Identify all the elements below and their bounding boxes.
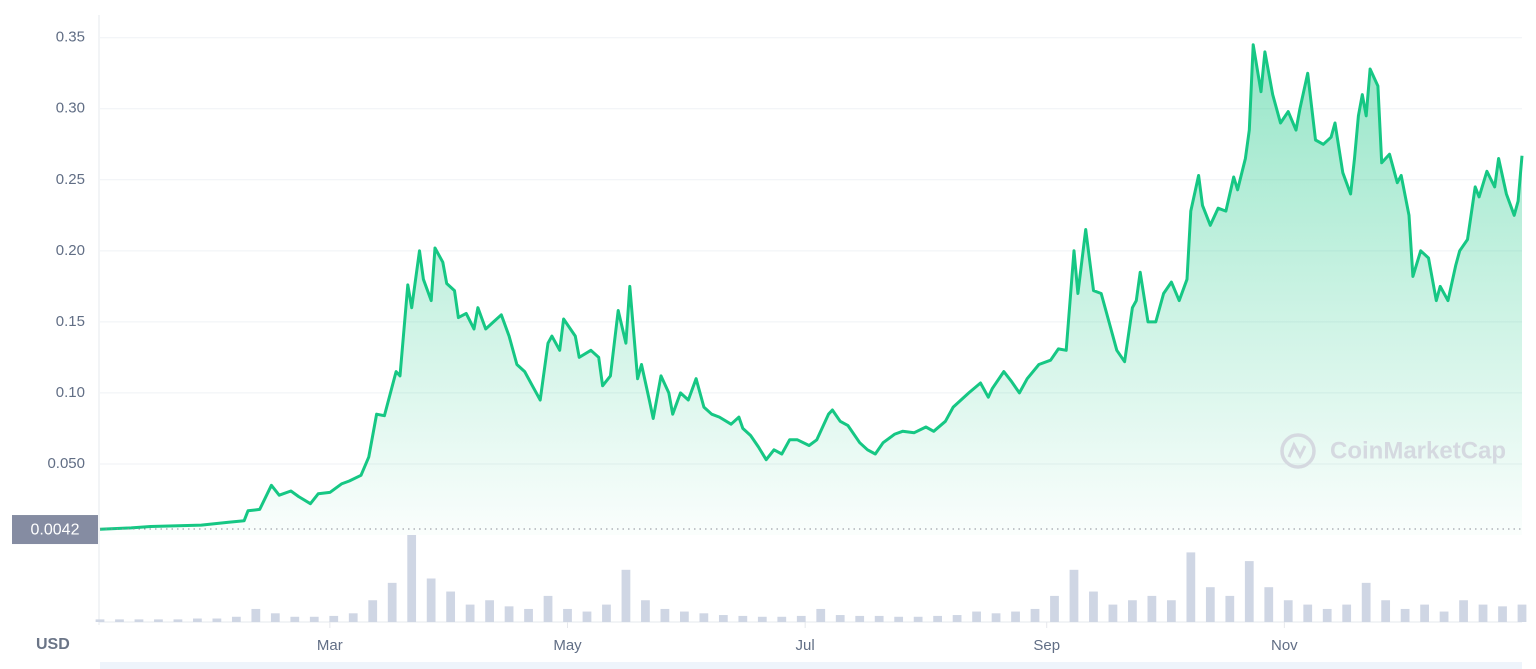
start-price-box: [12, 515, 98, 545]
volume-bar: [270, 613, 280, 622]
volume-bar: [641, 600, 650, 622]
volume-bar: [816, 608, 826, 622]
start-price-label: 0.0042: [31, 521, 80, 538]
volume-bar: [621, 569, 631, 622]
volume-bar: [504, 606, 514, 622]
volume-bar: [563, 608, 572, 622]
volume-bar: [1108, 604, 1118, 622]
volume-bar: [1128, 600, 1137, 622]
volume-bar: [387, 582, 397, 622]
volume-bar: [855, 615, 865, 622]
y-tick-label: 0.10: [56, 384, 85, 401]
volume-bar: [368, 600, 378, 622]
volume-bar: [874, 615, 884, 622]
volume-bar: [1186, 552, 1196, 622]
x-tick-label: Mar: [317, 637, 343, 654]
volume-bar: [426, 578, 436, 622]
volume-bar: [1166, 600, 1176, 622]
volume-bar: [602, 604, 611, 622]
volume-bar: [407, 535, 417, 622]
volume-bar: [193, 618, 202, 622]
x-tick-label: May: [553, 637, 582, 654]
volume-bar: [1439, 611, 1449, 622]
volume-bar: [738, 615, 748, 622]
volume-bar: [95, 619, 105, 622]
watermark: CoinMarketCap: [1280, 433, 1506, 469]
volume-bar: [1011, 611, 1020, 622]
volume-bar: [309, 616, 319, 622]
volume-bar: [660, 608, 670, 622]
watermark-logo: [1280, 433, 1316, 469]
volume-bar: [972, 611, 981, 622]
volume-bar: [1400, 608, 1410, 622]
volume-bar: [1069, 569, 1079, 622]
volume-bar: [154, 619, 163, 622]
x-tick-label: Sep: [1033, 637, 1060, 654]
y-tick-label: 0.35: [56, 29, 85, 46]
watermark-logo-mark: [1287, 441, 1307, 460]
volume-bar: [582, 611, 592, 622]
volume-bar: [894, 616, 904, 622]
volume-bar: [1089, 591, 1098, 622]
volume-bar: [212, 618, 222, 622]
volume-bar: [991, 613, 1001, 622]
currency-label: USD: [36, 636, 70, 653]
volume-bar: [524, 608, 533, 622]
volume-bar: [485, 600, 494, 622]
volume-bar: [835, 615, 845, 622]
volume-bar: [757, 616, 767, 622]
volume-bar: [1147, 595, 1157, 622]
volume-bar: [1030, 608, 1040, 622]
x-tick-label: Jul: [796, 637, 815, 654]
volume-bar: [348, 613, 358, 622]
volume-bar: [231, 616, 241, 622]
y-tick-label: 0.30: [56, 100, 85, 117]
volume-bar: [446, 591, 456, 622]
price-area: [100, 44, 1522, 536]
volume-bar: [718, 615, 728, 622]
volume-bar: [1303, 604, 1313, 622]
volume-bar: [1478, 604, 1488, 622]
volume-bar: [173, 619, 183, 622]
volume-bar: [543, 595, 553, 622]
volume-bar: [777, 616, 787, 622]
volume-bar: [1361, 582, 1371, 622]
volume-bar: [1283, 600, 1293, 622]
x-tick-label: Nov: [1271, 637, 1298, 654]
volume-bar: [1517, 604, 1527, 622]
volume-bar: [796, 615, 806, 622]
volume-bar: [1459, 600, 1468, 622]
watermark-text: CoinMarketCap: [1330, 437, 1506, 464]
volume-bar: [251, 608, 261, 622]
volume-bar: [1322, 608, 1332, 622]
volume-bar: [1225, 595, 1235, 622]
y-tick-label: 0.25: [56, 171, 85, 188]
y-tick-label: 0.20: [56, 242, 85, 259]
volume-bar: [115, 619, 124, 622]
volume-bar: [699, 613, 709, 622]
volume-bar: [933, 615, 942, 622]
volume-bar: [1342, 604, 1352, 622]
footer-strip: [100, 662, 1522, 669]
volume-bar: [1205, 587, 1215, 622]
y-tick-label: 0.15: [56, 313, 85, 330]
volume-bar: [1381, 600, 1391, 622]
volume-bar: [680, 611, 689, 622]
volume-bar: [1050, 595, 1059, 622]
price-line: [99, 43, 1524, 531]
y-tick-label: 0.050: [47, 455, 85, 472]
volume-bar: [913, 616, 923, 622]
volume-bar: [465, 604, 475, 622]
volume-bar: [1244, 561, 1254, 622]
volume-bar: [329, 615, 339, 622]
volume-bar: [1420, 604, 1429, 622]
volume-bar: [134, 619, 144, 622]
volume-bar: [290, 616, 300, 622]
volume-bar: [1498, 606, 1507, 622]
volume-bar: [952, 615, 962, 622]
volume-bar: [1264, 587, 1274, 622]
